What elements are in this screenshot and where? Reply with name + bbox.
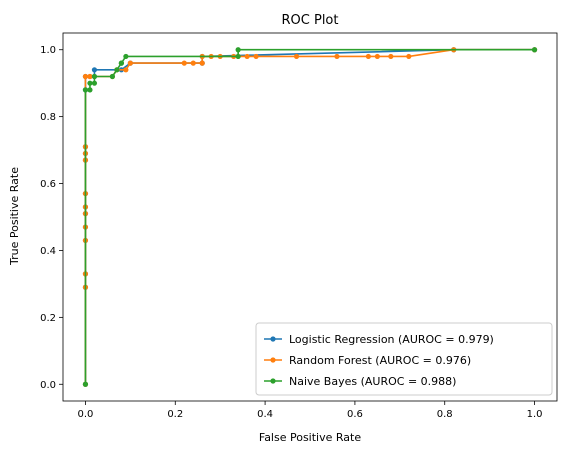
x-tick-label: 0.8 xyxy=(437,409,453,420)
data-point xyxy=(82,87,89,93)
x-tick-label: 1.0 xyxy=(527,409,543,420)
data-point xyxy=(91,73,98,80)
legend-swatch-marker xyxy=(270,357,276,363)
data-point xyxy=(123,67,129,73)
data-point xyxy=(114,67,120,73)
y-tick-label: 0.0 xyxy=(40,380,56,391)
x-axis-label: False Positive Rate xyxy=(259,431,361,444)
data-point xyxy=(91,80,98,86)
data-point xyxy=(244,53,250,60)
x-tick-label: 0.6 xyxy=(347,409,363,420)
data-point xyxy=(293,53,300,60)
data-point xyxy=(388,53,394,60)
legend-label: Random Forest (AUROC = 0.976) xyxy=(289,354,471,367)
legend-box xyxy=(255,322,553,396)
data-point xyxy=(118,60,124,66)
data-point xyxy=(109,73,115,80)
chart-title: ROC Plot xyxy=(282,13,339,28)
legend: Logistic Regression (AUROC = 0.979) Rando… xyxy=(255,322,553,396)
y-tick-label: 0.4 xyxy=(40,246,56,257)
data-point xyxy=(199,60,205,66)
data-point xyxy=(235,47,241,53)
data-point xyxy=(334,53,340,60)
x-tick-label: 0.0 xyxy=(78,409,94,420)
data-point xyxy=(87,73,93,80)
legend-swatch-marker xyxy=(270,336,276,342)
legend-label: Naive Bayes (AUROC = 0.988) xyxy=(289,375,456,388)
legend-label: Logistic Regression (AUROC = 0.979) xyxy=(289,333,494,346)
legend-swatch-marker xyxy=(270,378,276,384)
data-point xyxy=(531,47,538,53)
data-point xyxy=(82,381,89,387)
data-point xyxy=(374,53,380,60)
data-point xyxy=(181,60,187,66)
plot-area xyxy=(82,47,538,387)
legend-item: Naive Bayes (AUROC = 0.988) xyxy=(264,375,456,388)
data-point xyxy=(123,53,129,60)
data-point xyxy=(127,60,133,66)
series-2 xyxy=(82,47,538,387)
plot-frame xyxy=(62,32,558,402)
data-point xyxy=(253,53,259,60)
y-tick-label: 0.2 xyxy=(40,313,56,324)
axes: 0.0 0.2 0.4 0.6 0.8 1.0 0.0 0.2 0.4 0.6 0.8 1.0 xyxy=(40,32,558,420)
x-tick-label: 0.4 xyxy=(257,409,273,420)
y-axis-label: True Positive Rate xyxy=(8,167,21,266)
data-point xyxy=(87,87,93,93)
y-tick-label: 0.6 xyxy=(40,179,56,190)
data-point xyxy=(190,60,196,66)
data-point xyxy=(91,67,98,73)
data-point xyxy=(82,73,89,80)
data-point xyxy=(406,53,412,60)
y-tick-label: 0.8 xyxy=(40,112,56,123)
data-point xyxy=(365,53,371,60)
y-tick-label: 1.0 xyxy=(40,45,56,56)
data-point xyxy=(87,80,93,86)
data-point xyxy=(235,53,241,60)
legend-item: Random Forest (AUROC = 0.976) xyxy=(264,354,471,367)
legend-item: Logistic Regression (AUROC = 0.979) xyxy=(264,333,494,346)
x-tick-label: 0.2 xyxy=(167,409,183,420)
